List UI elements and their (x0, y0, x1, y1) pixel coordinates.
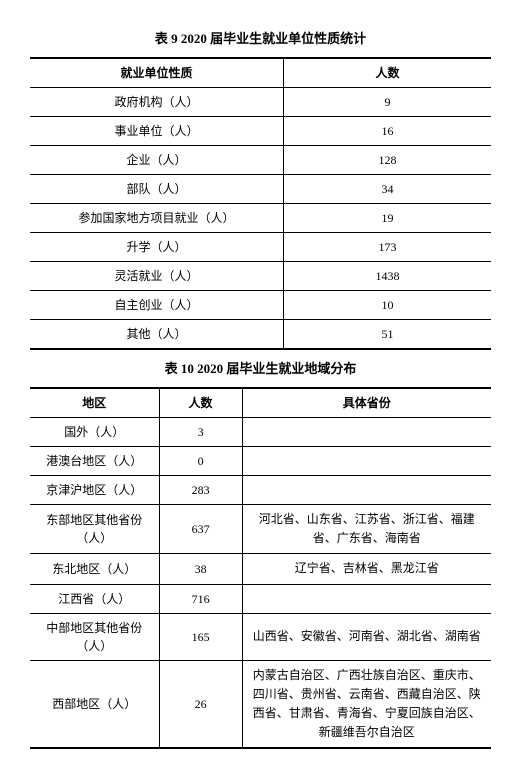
table1-col-header-count: 人数 (284, 58, 491, 88)
cell-count: 16 (284, 117, 491, 146)
cell-provinces (242, 447, 491, 476)
cell-region: 中部地区其他省份（人） (30, 613, 159, 660)
cell-region: 京津沪地区（人） (30, 476, 159, 505)
table-row: 西部地区（人）26内蒙古自治区、广西壮族自治区、重庆市、四川省、贵州省、云南省、… (30, 660, 491, 748)
cell-count: 165 (159, 613, 242, 660)
cell-label: 升学（人） (30, 233, 284, 262)
cell-region: 江西省（人） (30, 584, 159, 613)
cell-count: 19 (284, 204, 491, 233)
cell-label: 部队（人） (30, 175, 284, 204)
cell-region: 港澳台地区（人） (30, 447, 159, 476)
table-row: 事业单位（人）16 (30, 117, 491, 146)
cell-label: 参加国家地方项目就业（人） (30, 204, 284, 233)
table1-header-row: 就业单位性质 人数 (30, 58, 491, 88)
cell-region: 国外（人） (30, 418, 159, 447)
table-row: 江西省（人）716 (30, 584, 491, 613)
cell-provinces: 山西省、安徽省、河南省、湖北省、湖南省 (242, 613, 491, 660)
cell-region: 东部地区其他省份（人） (30, 505, 159, 554)
cell-label: 企业（人） (30, 146, 284, 175)
table1-col-header-type: 就业单位性质 (30, 58, 284, 88)
table-row: 升学（人）173 (30, 233, 491, 262)
cell-label: 事业单位（人） (30, 117, 284, 146)
table2-header-row: 地区 人数 具体省份 (30, 388, 491, 418)
cell-count: 173 (284, 233, 491, 262)
cell-label: 政府机构（人） (30, 88, 284, 117)
table-row: 企业（人）128 (30, 146, 491, 175)
table-row: 政府机构（人）9 (30, 88, 491, 117)
cell-count: 26 (159, 660, 242, 748)
cell-label: 其他（人） (30, 320, 284, 350)
cell-count: 34 (284, 175, 491, 204)
cell-count: 9 (284, 88, 491, 117)
cell-count: 10 (284, 291, 491, 320)
cell-count: 283 (159, 476, 242, 505)
cell-count: 51 (284, 320, 491, 350)
table2-col-header-count: 人数 (159, 388, 242, 418)
table-row: 港澳台地区（人）0 (30, 447, 491, 476)
table2-col-header-provinces: 具体省份 (242, 388, 491, 418)
cell-provinces: 内蒙古自治区、广西壮族自治区、重庆市、四川省、贵州省、云南省、西藏自治区、陕西省… (242, 660, 491, 748)
table-row: 自主创业（人）10 (30, 291, 491, 320)
table-row: 国外（人）3 (30, 418, 491, 447)
table-row: 参加国家地方项目就业（人）19 (30, 204, 491, 233)
cell-region: 东北地区（人） (30, 554, 159, 584)
cell-provinces (242, 418, 491, 447)
table2: 地区 人数 具体省份 国外（人）3 港澳台地区（人）0 京津沪地区（人）283 … (30, 387, 491, 749)
table-row: 其他（人）51 (30, 320, 491, 350)
table-row: 东部地区其他省份（人）637河北省、山东省、江苏省、浙江省、福建省、广东省、海南… (30, 505, 491, 554)
table2-col-header-region: 地区 (30, 388, 159, 418)
cell-count: 0 (159, 447, 242, 476)
cell-count: 128 (284, 146, 491, 175)
cell-provinces: 河北省、山东省、江苏省、浙江省、福建省、广东省、海南省 (242, 505, 491, 554)
cell-label: 自主创业（人） (30, 291, 284, 320)
cell-count: 1438 (284, 262, 491, 291)
table-row: 东北地区（人）38辽宁省、吉林省、黑龙江省 (30, 554, 491, 584)
cell-provinces (242, 476, 491, 505)
table1-title: 表 9 2020 届毕业生就业单位性质统计 (30, 28, 491, 47)
cell-count: 38 (159, 554, 242, 584)
cell-provinces: 辽宁省、吉林省、黑龙江省 (242, 554, 491, 584)
cell-count: 716 (159, 584, 242, 613)
cell-count: 637 (159, 505, 242, 554)
cell-count: 3 (159, 418, 242, 447)
cell-region: 西部地区（人） (30, 660, 159, 748)
cell-provinces (242, 584, 491, 613)
cell-label: 灵活就业（人） (30, 262, 284, 291)
table1: 就业单位性质 人数 政府机构（人）9 事业单位（人）16 企业（人）128 部队… (30, 57, 491, 350)
table-row: 灵活就业（人）1438 (30, 262, 491, 291)
table2-title: 表 10 2020 届毕业生就业地域分布 (30, 358, 491, 377)
table-row: 京津沪地区（人）283 (30, 476, 491, 505)
table-row: 中部地区其他省份（人）165山西省、安徽省、河南省、湖北省、湖南省 (30, 613, 491, 660)
table-row: 部队（人）34 (30, 175, 491, 204)
